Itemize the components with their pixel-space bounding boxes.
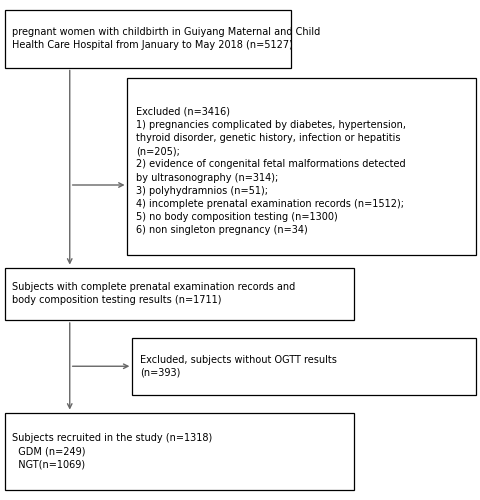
FancyBboxPatch shape — [5, 412, 353, 490]
Text: Excluded (n=3416)
1) pregnancies complicated by diabetes, hypertension,
thyroid : Excluded (n=3416) 1) pregnancies complic… — [135, 106, 405, 236]
FancyBboxPatch shape — [5, 10, 290, 68]
Text: Subjects recruited in the study (n=1318)
  GDM (n=249)
  NGT(n=1069): Subjects recruited in the study (n=1318)… — [12, 433, 212, 470]
FancyBboxPatch shape — [132, 338, 475, 395]
Text: Excluded, subjects without OGTT results
(n=393): Excluded, subjects without OGTT results … — [140, 354, 336, 378]
FancyBboxPatch shape — [5, 268, 353, 320]
FancyBboxPatch shape — [127, 78, 475, 255]
Text: Subjects with complete prenatal examination records and
body composition testing: Subjects with complete prenatal examinat… — [12, 282, 295, 306]
Text: pregnant women with childbirth in Guiyang Maternal and Child
Health Care Hospita: pregnant women with childbirth in Guiyan… — [12, 27, 320, 50]
